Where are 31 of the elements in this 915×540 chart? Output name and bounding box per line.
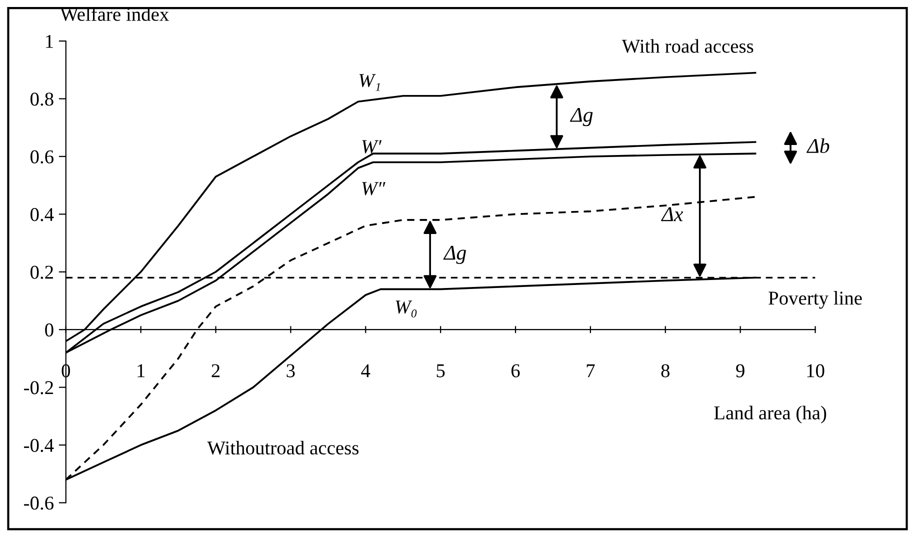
y-tick-label: 0 — [45, 323, 54, 337]
x-tick-label: 10 — [807, 364, 824, 378]
legend-label: W₀ — [396, 300, 417, 318]
series-label: W′ — [362, 140, 382, 154]
x-tick-label: 4 — [361, 364, 370, 378]
y-tick-label: 0.2 — [30, 266, 53, 279]
x-tick-label: 5 — [436, 364, 445, 378]
y-tick-label: -0.4 — [24, 438, 54, 452]
annotation: Withoutroad access — [207, 440, 358, 455]
x-tick-label: 6 — [511, 364, 520, 378]
annotation: Δg — [570, 108, 593, 126]
annotation: With road access — [622, 39, 754, 53]
y-tick-label: 0.6 — [30, 150, 54, 164]
annotation: Δb — [806, 138, 830, 154]
x-axis-title: Land area (ha) — [714, 406, 826, 424]
series-label: W₁ — [359, 74, 380, 91]
x-tick-label: 7 — [586, 364, 595, 378]
x-tick-label: 3 — [286, 364, 295, 378]
y-tick-label: -0.6 — [24, 496, 54, 510]
y-tick-label: 1 — [46, 34, 53, 48]
x-tick-label: 8 — [661, 364, 670, 378]
x-tick-label: 1 — [138, 364, 145, 378]
y-tick-label: 0.8 — [30, 92, 54, 106]
annotation: Δg — [443, 246, 466, 264]
series-label: W″ — [362, 182, 386, 196]
y-tick-label: 0.4 — [30, 208, 54, 222]
annotation: Δx — [661, 207, 684, 222]
y-tick-label: -0.2 — [24, 381, 54, 394]
ref-line-label: Poverty line — [768, 291, 862, 309]
x-tick-label: 2 — [212, 364, 220, 378]
x-tick-label: 9 — [736, 364, 744, 378]
